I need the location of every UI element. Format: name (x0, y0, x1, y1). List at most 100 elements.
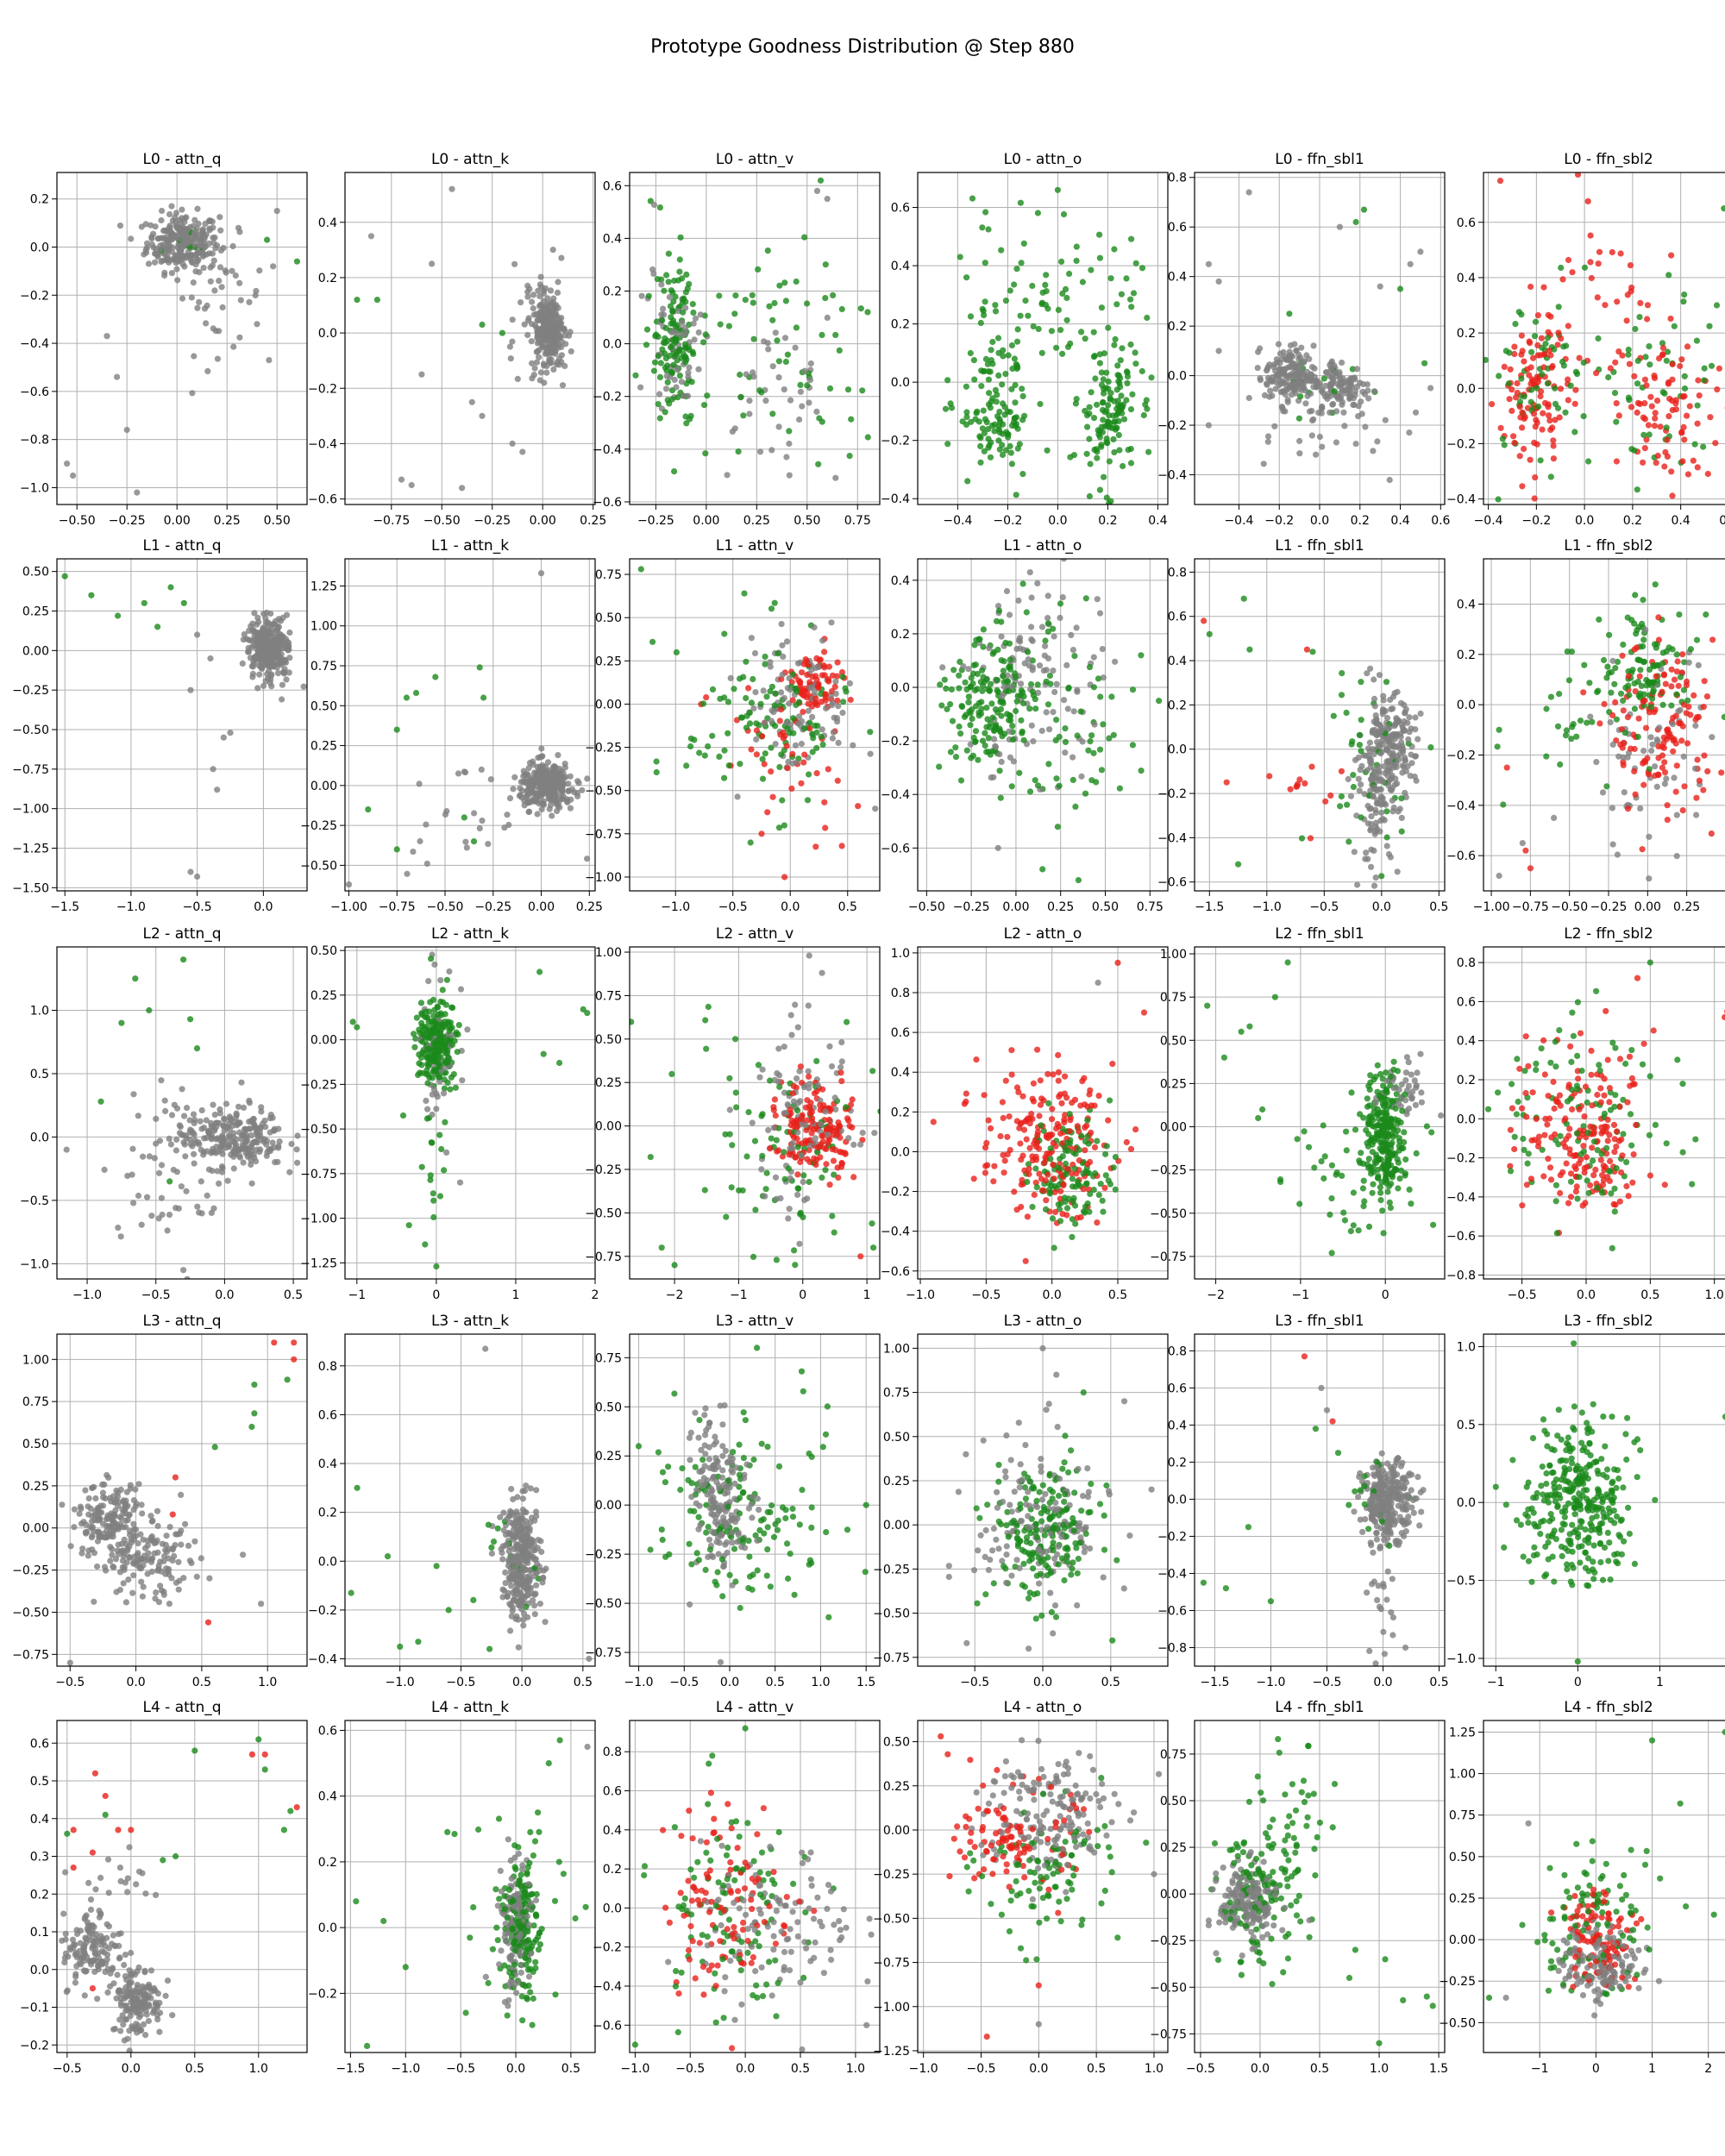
points (354, 185, 574, 492)
data-point-green (864, 309, 871, 316)
data-point-gray (761, 719, 768, 726)
data-point-green (1012, 381, 1019, 389)
data-point-green (1112, 426, 1119, 433)
data-point-red (1625, 673, 1632, 680)
data-point-gray (173, 1136, 180, 1143)
data-point-green (1555, 304, 1562, 310)
data-point-red (1641, 400, 1648, 407)
data-point-green (766, 303, 773, 310)
data-point-gray (64, 461, 71, 467)
data-point-gray (1372, 719, 1380, 727)
data-point-red (1670, 737, 1677, 744)
data-point-red (1664, 453, 1671, 461)
data-point-gray (1276, 382, 1283, 389)
data-point-gray (179, 1086, 185, 1093)
data-point-green (1589, 718, 1596, 725)
tick-label-y: −0.2 (20, 289, 49, 303)
data-point-gray (1402, 756, 1408, 763)
data-point-green (1008, 783, 1015, 790)
data-point-gray (219, 1134, 226, 1141)
data-point-gray (238, 1136, 245, 1143)
data-point-gray (1275, 341, 1282, 348)
data-point-gray (799, 403, 806, 410)
tick-label-x: 0.25 (1047, 900, 1074, 914)
data-point-green (1038, 349, 1045, 356)
data-point-green (660, 339, 668, 346)
data-point-red (1681, 701, 1688, 708)
axes-frame (344, 172, 596, 505)
data-point-red (1624, 291, 1631, 298)
data-point-gray (140, 1153, 147, 1160)
data-point-green (977, 319, 984, 327)
data-point-gray (801, 367, 808, 374)
data-point-gray (1669, 721, 1677, 728)
data-point-red (1695, 713, 1703, 721)
tick-label-y: 0.2 (30, 193, 49, 207)
data-point-gray (1059, 594, 1066, 601)
data-point-gray (461, 769, 469, 776)
data-point-gray (832, 690, 839, 698)
data-point-green (1078, 329, 1085, 335)
data-point-green (427, 1176, 434, 1183)
data-point-gray (158, 258, 165, 266)
data-point-red (1565, 376, 1571, 383)
data-point-green (654, 276, 661, 283)
tick-label-y: −0.75 (12, 763, 49, 777)
tick-label-x: −1.5 (1195, 900, 1224, 914)
data-point-gray (117, 1233, 124, 1240)
data-point-red (1565, 323, 1571, 329)
data-point-red (1307, 835, 1314, 842)
data-point-gray (279, 696, 285, 703)
data-point-green (1246, 646, 1253, 653)
data-point-gray (559, 776, 566, 783)
data-point-green (818, 733, 825, 740)
data-point-green (1625, 346, 1632, 354)
data-point-green (1064, 343, 1072, 350)
data-point-green (412, 689, 420, 697)
data-point-gray (261, 642, 268, 650)
data-point-gray (1519, 840, 1526, 847)
data-point-gray (1394, 780, 1401, 787)
tick-label-y: 0.2 (603, 285, 622, 299)
data-point-gray (1025, 656, 1032, 663)
data-point-gray (1394, 688, 1401, 695)
data-point-gray (1061, 697, 1068, 704)
data-point-green (1110, 731, 1117, 738)
data-point-gray (1301, 372, 1308, 379)
data-point-green (972, 661, 979, 668)
data-point-red (1302, 780, 1308, 787)
data-point-gray (986, 645, 993, 652)
data-point-gray (792, 344, 799, 351)
data-point-green (709, 732, 716, 739)
data-point-red (1707, 414, 1714, 421)
data-point-red (1648, 403, 1655, 410)
tick-label-x: −0.75 (379, 900, 416, 914)
tick-label-y: −0.4 (593, 443, 622, 457)
data-point-red (1643, 382, 1650, 389)
data-point-gray (1395, 808, 1402, 815)
data-point-red (1678, 429, 1685, 436)
data-point-gray (1346, 393, 1353, 400)
data-point-red (1514, 379, 1521, 387)
data-point-red (825, 676, 832, 683)
data-point-green (1629, 667, 1636, 674)
data-point-red (1631, 373, 1638, 379)
data-point-gray (1412, 726, 1419, 733)
data-point-green (972, 738, 979, 746)
data-point-gray (1614, 851, 1621, 858)
tick-label-x: 0.00 (530, 514, 556, 528)
data-point-green (969, 752, 976, 759)
data-point-gray (524, 293, 531, 300)
data-point-green (132, 975, 139, 982)
data-point-gray (501, 824, 508, 831)
data-point-green (1103, 494, 1110, 501)
data-point-gray (252, 1138, 259, 1145)
data-point-gray (130, 1091, 137, 1098)
data-point-green (1106, 735, 1113, 742)
data-point-green (1649, 679, 1656, 686)
data-point-gray (70, 472, 77, 479)
data-point-green (1005, 664, 1013, 671)
data-point-gray (1327, 409, 1333, 416)
data-point-red (1655, 771, 1662, 778)
data-point-gray (1215, 278, 1222, 285)
